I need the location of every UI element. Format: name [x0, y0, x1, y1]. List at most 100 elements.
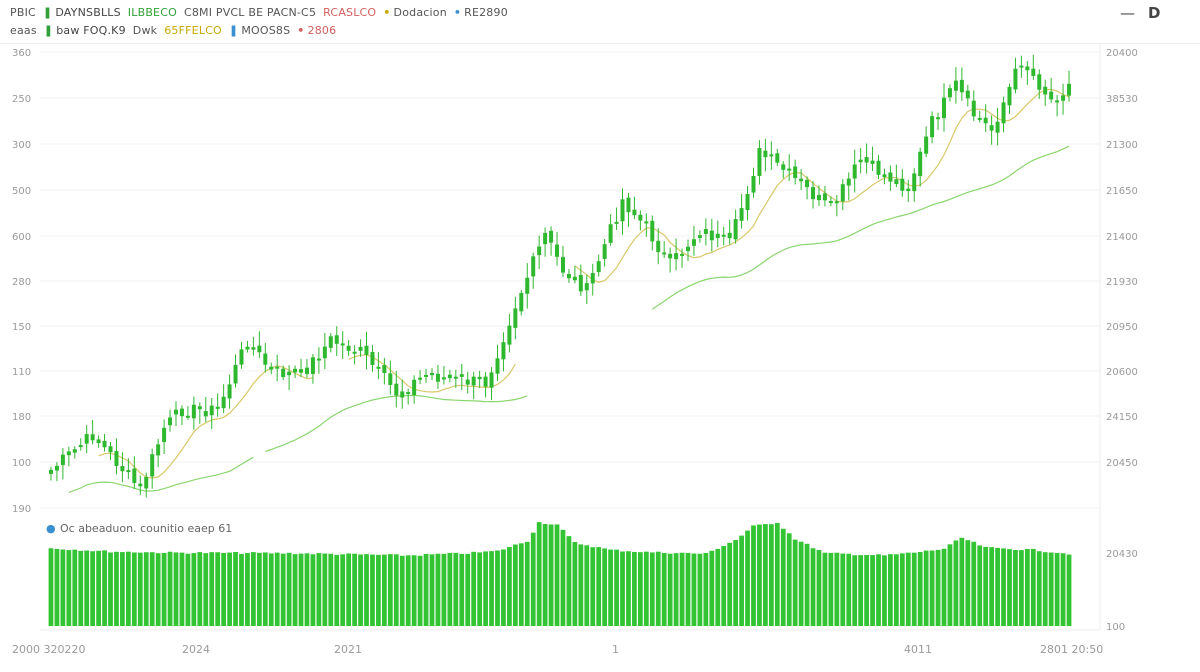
candle-body — [185, 415, 190, 418]
candle-body — [477, 376, 482, 380]
volume-bar — [584, 545, 590, 626]
volume-bar — [179, 552, 185, 626]
candle-body — [96, 439, 101, 444]
candle-body — [251, 347, 256, 350]
candle-body — [560, 257, 565, 273]
candle-body — [614, 221, 619, 224]
candle-body — [293, 368, 298, 373]
volume-bar — [167, 551, 173, 626]
candle-body — [912, 173, 917, 192]
minimize-icon[interactable]: — — [1120, 4, 1135, 22]
volume-bar — [876, 554, 881, 626]
logo-icon[interactable]: D — [1148, 4, 1161, 22]
volume-bar — [489, 551, 494, 626]
legend-marker-icon: • — [453, 6, 462, 19]
moving-average-short-line — [348, 354, 516, 393]
candle-body — [900, 178, 905, 191]
candle-body — [507, 325, 512, 345]
candle-body — [965, 90, 970, 99]
volume-bar — [905, 552, 911, 626]
volume-bar — [649, 552, 655, 626]
candle-body — [179, 408, 184, 417]
volume-bar — [816, 550, 822, 626]
candle-body — [555, 244, 560, 257]
right-axis-tick-label: 20600 — [1106, 367, 1138, 378]
volume-bar — [292, 554, 298, 626]
candle-body — [703, 229, 708, 234]
candle-body — [400, 391, 405, 398]
volume-bar — [1066, 554, 1072, 626]
candle-body — [90, 434, 95, 441]
volume-bar — [245, 553, 250, 626]
candle-body — [352, 351, 357, 354]
left-axis-tick-label: 250 — [12, 94, 31, 105]
volume-bar — [387, 554, 393, 626]
volume-bar — [66, 550, 72, 626]
header-label: DAYNSBLLS — [55, 6, 121, 19]
candle-body — [1055, 100, 1060, 103]
volume-bar — [340, 554, 346, 626]
header-label: 2806 — [307, 24, 337, 37]
candle-body — [727, 232, 732, 239]
candle-body — [822, 193, 827, 201]
left-axis-tick-label: 110 — [12, 367, 31, 378]
candle-body — [715, 233, 720, 239]
candle-body — [304, 367, 309, 374]
candle-body — [453, 376, 458, 379]
x-axis-tick-label: 2801 20:50 — [1040, 643, 1103, 656]
candle-body — [227, 384, 232, 399]
volume-bar — [608, 549, 613, 626]
candle-body — [537, 246, 542, 256]
left-axis-tick-label: 150 — [12, 322, 31, 333]
candle-body — [489, 372, 494, 388]
candle-body — [632, 209, 637, 216]
candle-body — [876, 160, 881, 175]
candle-body — [66, 451, 71, 456]
candle-body — [596, 261, 601, 273]
candle-body — [340, 343, 345, 346]
candle-body — [936, 117, 941, 120]
legend-marker-icon: • — [383, 6, 391, 19]
volume-bar — [143, 552, 149, 626]
candle-body — [584, 283, 589, 291]
header-label: RCASLCO — [323, 6, 377, 19]
candle-body — [310, 357, 315, 374]
volume-bar — [465, 553, 471, 626]
candle-body — [721, 234, 726, 237]
candle-body — [144, 476, 149, 489]
candle-body — [1061, 95, 1066, 101]
header-label: MOOS8S — [241, 24, 291, 37]
left-axis-tick-label: 180 — [12, 412, 31, 423]
volume-bar — [792, 539, 798, 626]
candle-body — [757, 148, 762, 176]
volume-bar — [1013, 549, 1018, 626]
volume-bar — [298, 553, 304, 626]
candle-body — [197, 406, 202, 410]
candle-body — [412, 379, 417, 396]
candle-body — [1013, 68, 1018, 90]
x-axis-tick-label: 4011 — [904, 643, 932, 656]
candle-body — [924, 136, 929, 154]
volume-bar — [78, 550, 84, 626]
volume-bar — [227, 552, 232, 626]
candle-body — [745, 194, 750, 211]
candle-body — [441, 377, 446, 380]
candle-body — [322, 346, 327, 359]
volume-bar — [423, 553, 429, 626]
candle-body — [680, 253, 685, 256]
volume-bar — [786, 533, 792, 626]
volume-bar — [548, 524, 554, 626]
volume-bar — [1024, 548, 1030, 626]
header-label: eaas — [10, 24, 37, 37]
candle-body — [138, 483, 143, 487]
candle-body — [72, 449, 77, 453]
candle-body — [1043, 86, 1048, 95]
volume-bar — [441, 553, 447, 626]
volume-bar — [471, 551, 477, 626]
volume-bar — [691, 553, 697, 626]
volume-bar — [310, 554, 316, 626]
volume-bar — [661, 553, 667, 626]
candle-body — [447, 374, 452, 379]
volume-bar — [1054, 552, 1060, 626]
